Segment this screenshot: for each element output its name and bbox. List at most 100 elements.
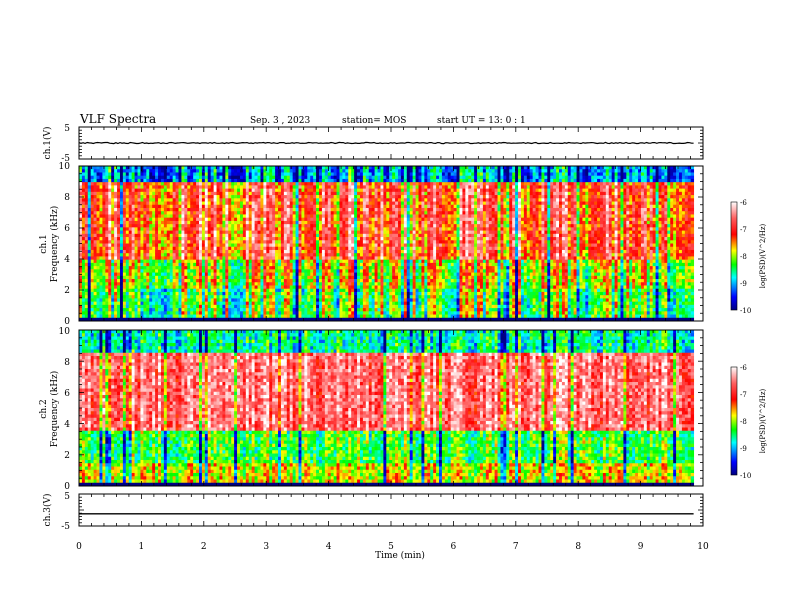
spectrogram-cell: [378, 302, 381, 306]
spectrogram-cell: [196, 205, 199, 209]
spectrogram-cell: [225, 308, 228, 312]
spectrogram-cell: [310, 218, 313, 222]
spectrogram-cell: [342, 231, 345, 235]
spectrogram-cell: [363, 198, 366, 202]
spectrogram-cell: [301, 185, 304, 189]
spectrogram-cell: [380, 224, 383, 228]
spectrogram-cell: [231, 205, 234, 209]
spectrogram-cell: [94, 214, 97, 218]
spectrogram-cell: [228, 269, 231, 273]
spectrogram-cell: [123, 182, 126, 186]
spectrogram-cell: [255, 292, 258, 296]
spectrogram-cell: [176, 227, 179, 231]
spectrogram-cell: [304, 256, 307, 260]
spectrogram-cell: [313, 185, 316, 189]
spectrogram-cell: [187, 169, 190, 173]
spectrogram-cell: [357, 253, 360, 257]
spectrogram-cell: [217, 269, 220, 273]
spectrogram-cell: [108, 179, 111, 183]
spectrogram-cell: [272, 279, 275, 283]
spectrogram-cell: [246, 279, 249, 283]
spectrogram-cell: [293, 208, 296, 212]
spectrogram-cell: [129, 253, 132, 257]
spectrogram-cell: [301, 202, 304, 206]
spectrogram-cell: [363, 250, 366, 254]
spectrogram-cell: [222, 250, 225, 254]
spectrogram-cell: [299, 276, 302, 280]
spectrogram-cell: [105, 289, 108, 293]
spectrogram-cell: [132, 302, 135, 306]
spectrogram-cell: [132, 253, 135, 257]
spectrogram-cell: [97, 195, 100, 199]
spectrogram-cell: [85, 185, 88, 189]
spectrogram-cell: [357, 234, 360, 238]
spectrogram-cell: [243, 218, 246, 222]
spectrogram-cell: [237, 247, 240, 251]
spectrogram-cell: [219, 169, 222, 173]
spectrogram-cell: [181, 295, 184, 299]
spectrogram-cell: [360, 185, 363, 189]
spectrogram-cell: [357, 285, 360, 289]
spectrogram-cell: [325, 231, 328, 235]
spectrogram-cell: [205, 198, 208, 202]
spectrogram-cell: [179, 211, 182, 215]
spectrogram-cell: [140, 240, 143, 244]
spectrogram-cell: [339, 182, 342, 186]
spectrogram-cell: [138, 273, 141, 277]
spectrogram-cell: [199, 176, 202, 180]
spectrogram-cell: [322, 192, 325, 196]
spectrogram-cell: [266, 276, 269, 280]
spectrogram-cell: [287, 276, 290, 280]
spectrogram-cell: [117, 276, 120, 280]
spectrogram-cell: [307, 189, 310, 193]
spectrogram-cell: [158, 311, 161, 315]
spectrogram-cell: [345, 169, 348, 173]
spectrogram-cell: [301, 195, 304, 199]
spectrogram-cell: [372, 182, 375, 186]
spectrogram-cell: [237, 172, 240, 176]
spectrogram-cell: [249, 298, 252, 302]
spectrogram-cell: [301, 182, 304, 186]
spectrogram-cell: [354, 234, 357, 238]
spectrogram-cell: [193, 205, 196, 209]
spectrogram-cell: [328, 179, 331, 183]
spectrogram-cell: [375, 256, 378, 260]
spectrogram-cell: [143, 244, 146, 248]
spectrogram-cell: [217, 285, 220, 289]
spectrogram-cell: [337, 189, 340, 193]
spectrogram-cell: [164, 172, 167, 176]
spectrogram-cell: [252, 295, 255, 299]
spectrogram-cell: [255, 240, 258, 244]
spectrogram-cell: [170, 221, 173, 225]
spectrogram-cell: [143, 282, 146, 286]
spectrogram-cell: [263, 295, 266, 299]
spectrogram-cell: [278, 282, 281, 286]
spectrogram-cell: [173, 298, 176, 302]
spectrogram-cell: [328, 295, 331, 299]
spectrogram-cell: [214, 279, 217, 283]
spectrogram-cell: [345, 224, 348, 228]
spectrogram-cell: [237, 302, 240, 306]
spectrogram-cell: [319, 256, 322, 260]
spectrogram-cell: [167, 237, 170, 241]
spectrogram-cell: [120, 237, 123, 241]
spectrogram-cell: [284, 218, 287, 222]
spectrogram-cell: [138, 295, 141, 299]
spectrogram-cell: [222, 269, 225, 273]
spectrogram-cell: [243, 250, 246, 254]
date-label: Sep. 3 , 2023: [250, 116, 310, 126]
spectrogram-cell: [281, 266, 284, 270]
spectrogram-cell: [214, 247, 217, 251]
spectrogram-cell: [82, 292, 85, 296]
spectrogram-cell: [231, 179, 234, 183]
spectrogram-cell: [304, 263, 307, 267]
spectrogram-cell: [97, 218, 100, 222]
spectrogram-cell: [369, 195, 372, 199]
spectrogram-cell: [102, 211, 105, 215]
spectrogram-cell: [342, 305, 345, 309]
spectrogram-cell: [108, 256, 111, 260]
spectrogram-cell: [140, 295, 143, 299]
spectrogram-cell: [360, 302, 363, 306]
spectrogram-cell: [214, 179, 217, 183]
spectrogram-cell: [237, 269, 240, 273]
